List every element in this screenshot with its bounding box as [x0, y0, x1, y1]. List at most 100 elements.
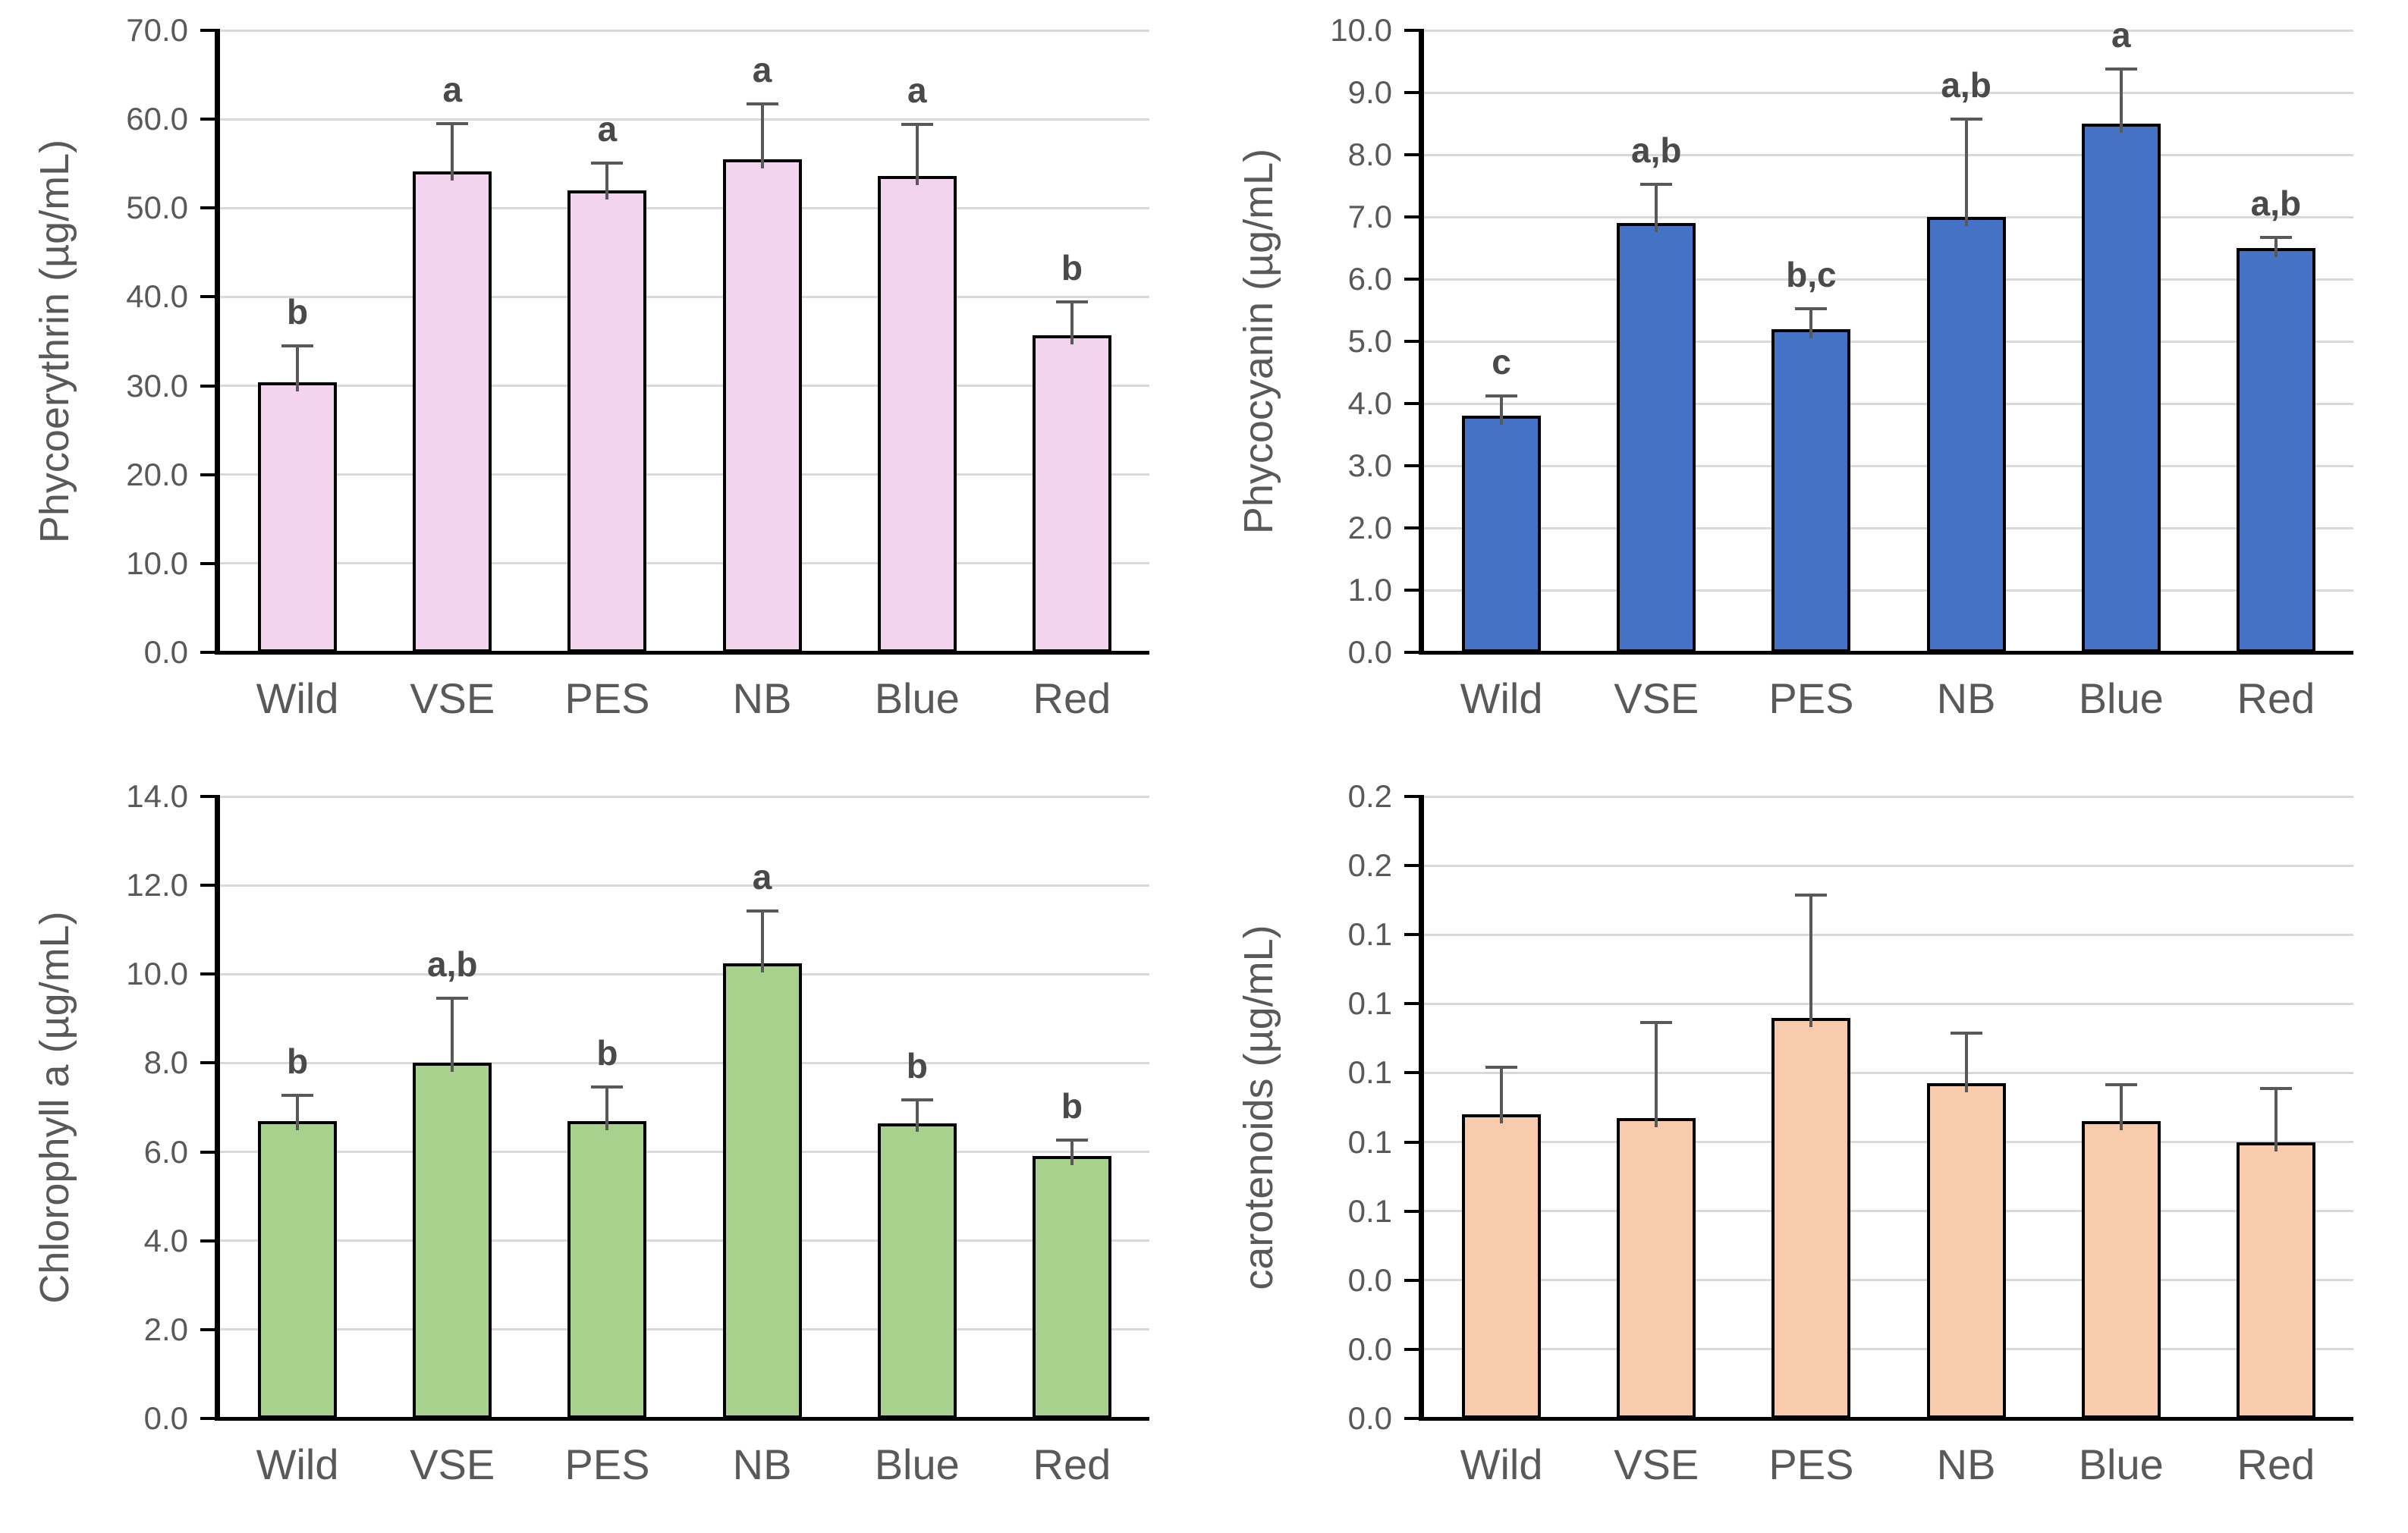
error-bar-cap [436, 996, 469, 1000]
category-label-wild: Wild [1460, 1440, 1543, 1488]
bar-nb [1926, 217, 2006, 652]
error-bar-cap [2259, 235, 2292, 239]
y-tick-label: 0.2 [1347, 847, 1392, 884]
error-bar-cap [746, 909, 778, 913]
y-tick-mark [1404, 29, 1424, 32]
y-tick-label: 0.2 [1347, 778, 1392, 814]
sig-letter: b [287, 291, 309, 331]
y-tick-mark [1404, 464, 1424, 467]
error-bar-cap [1640, 1021, 1673, 1025]
y-tick-label: 2.0 [143, 1311, 188, 1347]
y-tick-mark [200, 884, 220, 887]
sig-letter: b [906, 1046, 928, 1086]
y-tick-label: 0.0 [143, 1400, 188, 1436]
gridline [1424, 1141, 2353, 1144]
category-label-nb: NB [1936, 674, 1996, 722]
error-bar [2119, 68, 2123, 133]
y-tick-label: 10.0 [1330, 12, 1392, 48]
category-label-wild: Wild [256, 674, 339, 722]
bar-vse [413, 1063, 492, 1418]
bar-vse [413, 171, 492, 652]
y-tick-mark [1404, 795, 1424, 798]
category-label-blue: Blue [2078, 1440, 2164, 1488]
bar-wild [1462, 1114, 1542, 1418]
y-tick-label: 1.0 [1347, 572, 1392, 608]
y-tick-mark [200, 473, 220, 476]
gridline [1424, 1279, 2353, 1282]
y-tick-label: 4.0 [143, 1222, 188, 1258]
error-bar-cap [901, 1098, 933, 1102]
error-bar-cap [901, 122, 933, 126]
error-bar-cap [591, 1085, 624, 1088]
category-label-pes: PES [1768, 1440, 1854, 1488]
gridline [1424, 153, 2353, 156]
y-tick-label: 0.1 [1347, 1192, 1392, 1229]
bar-wild [1462, 416, 1542, 652]
y-tick-mark [1404, 526, 1424, 529]
category-label-blue: Blue [2078, 674, 2164, 722]
y-tick-label: 20.0 [126, 456, 188, 492]
sig-letter: a [442, 69, 463, 109]
bar-blue [2081, 124, 2161, 652]
error-bar [1809, 306, 1813, 338]
sig-letter: b [1061, 248, 1083, 288]
bar-wild [258, 382, 338, 652]
error-bar-cap [281, 344, 314, 347]
y-tick-label: 8.0 [1347, 137, 1392, 172]
error-bar-cap [1795, 306, 1828, 310]
y-tick-mark [1404, 864, 1424, 868]
chart-panel-chlorophyll-a: Chlorophyll a (µg/mL) 0.0 2.0 4.0 6.0 8.0 10.… [0, 766, 1204, 1533]
y-tick-label: 6.0 [143, 1133, 188, 1170]
category-label-vse: VSE [1614, 1440, 1699, 1488]
gridline [220, 972, 1149, 975]
gridline [1424, 464, 2353, 467]
y-axis-line [1419, 29, 1424, 654]
sig-letter: a [752, 857, 772, 897]
y-tick-label: 6.0 [1347, 261, 1392, 297]
sig-letter: a [907, 70, 927, 110]
gridline [220, 1151, 1149, 1154]
y-tick-label: 0.0 [143, 634, 188, 670]
error-bar [605, 162, 609, 199]
y-tick-label: 0.0 [1347, 1330, 1392, 1367]
error-bar [2119, 1083, 2123, 1131]
error-bar-cap [2105, 1083, 2137, 1087]
gridline [220, 29, 1149, 32]
category-label-nb: NB [1936, 1440, 1996, 1488]
bar-wild [258, 1120, 338, 1418]
gridline [220, 1239, 1149, 1242]
y-tick-mark [200, 29, 220, 32]
y-tick-label: 0.1 [1347, 1123, 1392, 1160]
gridline [220, 795, 1149, 798]
y-tick-mark [200, 1327, 220, 1331]
y-tick-mark [1404, 1417, 1424, 1420]
category-label-pes: PES [564, 674, 650, 722]
y-tick-mark [200, 972, 220, 976]
gridline [220, 295, 1149, 298]
category-label-nb: NB [732, 674, 792, 722]
gridline [1424, 278, 2353, 281]
y-tick-mark [1404, 933, 1424, 937]
sig-letter: a [597, 109, 618, 149]
bar-nb [1926, 1083, 2006, 1418]
bar-pes [567, 1120, 647, 1418]
error-bar [1655, 182, 1658, 233]
sig-letter: c [1492, 341, 1511, 382]
error-bar-cap [2105, 68, 2137, 71]
gridline [1424, 1002, 2353, 1005]
gridline [1424, 864, 2353, 867]
y-tick-mark [1404, 1347, 1424, 1351]
y-tick-label: 8.0 [143, 1045, 188, 1081]
gridline [1424, 215, 2353, 218]
gridline [220, 473, 1149, 476]
sig-letter: a,b [427, 944, 478, 984]
category-label-pes: PES [1768, 674, 1854, 722]
y-tick-mark [200, 795, 220, 798]
error-bar-cap [591, 162, 624, 165]
gridline [1424, 91, 2353, 94]
y-tick-label: 0.0 [1347, 1400, 1392, 1436]
error-bar [296, 1094, 300, 1130]
y-tick-mark [1404, 589, 1424, 592]
y-tick-label: 70.0 [126, 12, 188, 48]
